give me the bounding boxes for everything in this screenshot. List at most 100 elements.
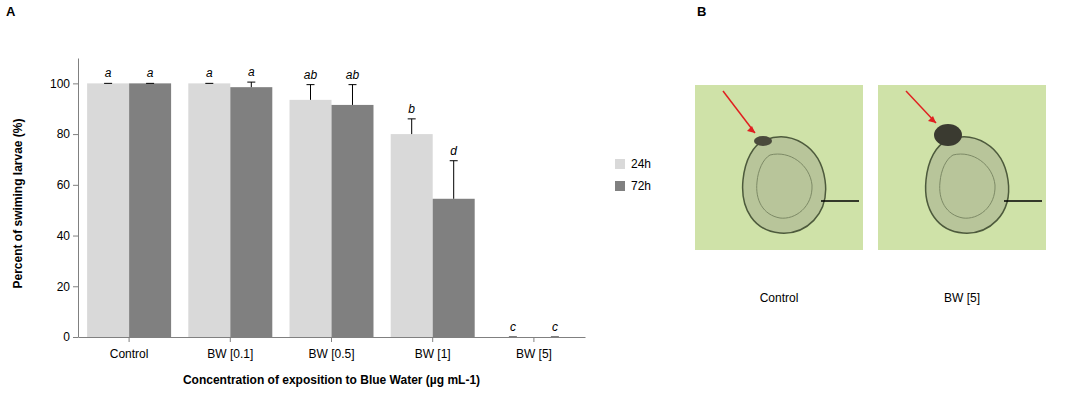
- legend-item: 24h: [615, 157, 651, 171]
- y-axis-line: [78, 59, 79, 338]
- micrograph-background: [695, 85, 863, 250]
- error-cap: [247, 82, 255, 83]
- y-tick-label: 20: [57, 280, 71, 294]
- error-cap: [509, 337, 517, 338]
- bar: [129, 83, 171, 337]
- panel-label: B: [697, 4, 706, 19]
- y-tick: 0: [63, 330, 78, 344]
- legend-label: 24h: [631, 157, 651, 171]
- significance-label: d: [450, 144, 457, 158]
- bar: [332, 105, 374, 337]
- x-axis: Control BW [0.1] BW [0.5] BW [1] BW [5]: [79, 337, 586, 361]
- x-tick-mark: [331, 337, 332, 342]
- larva-inner: [940, 154, 995, 218]
- micrograph: [878, 85, 1046, 250]
- bar: [492, 337, 534, 338]
- x-tick-label: BW [1]: [415, 347, 451, 361]
- significance-label: a: [147, 66, 154, 80]
- error-bar: [551, 337, 559, 338]
- x-tick: BW [0.1]: [207, 337, 253, 361]
- bar: [87, 83, 129, 337]
- error-bar: [104, 83, 112, 84]
- error-cap: [551, 337, 559, 338]
- legend-label: 72h: [631, 179, 651, 193]
- x-tick-label: Control: [110, 347, 149, 361]
- error-bars: [104, 82, 559, 337]
- arrow-head: [928, 116, 936, 123]
- significance-label: c: [510, 320, 516, 334]
- larva-inner: [757, 154, 812, 218]
- x-tick: Control: [110, 337, 149, 361]
- bar: [433, 199, 475, 337]
- x-tick-label: BW [0.5]: [308, 347, 354, 361]
- x-tick-mark: [533, 337, 534, 342]
- y-tick-mark: [73, 236, 78, 237]
- error-stem: [310, 85, 311, 100]
- x-tick: BW [1]: [415, 337, 451, 361]
- bar: [290, 100, 332, 337]
- figure: Aaaabbcaaabdc020406080100ControlBW [0.1]…: [0, 0, 1083, 398]
- error-bar: [408, 119, 416, 134]
- error-stem: [453, 161, 454, 199]
- legend: 24h 72h: [615, 157, 651, 193]
- micrograph-background: [878, 85, 1046, 250]
- larva-cilia: [934, 124, 962, 146]
- y-tick-label: 40: [57, 229, 71, 243]
- significance-label: a: [206, 66, 213, 80]
- significance-label: ab: [304, 68, 318, 82]
- y-tick: 60: [57, 178, 78, 192]
- error-cap: [104, 83, 112, 84]
- x-tick-mark: [230, 337, 231, 342]
- error-stem: [251, 82, 252, 87]
- significance-labels: a a ab b c a a ab d c: [105, 65, 558, 334]
- y-tick-label: 100: [50, 77, 70, 91]
- y-tick-mark: [73, 286, 78, 287]
- error-stem: [352, 85, 353, 105]
- larva-shell: [743, 137, 826, 233]
- y-tick: 20: [57, 280, 78, 294]
- error-bar: [247, 82, 255, 87]
- x-tick-label: BW [0.1]: [207, 347, 253, 361]
- y-axis-title: Percent of swiming larvae (%): [11, 118, 25, 288]
- error-cap: [450, 160, 458, 161]
- error-bar: [450, 161, 458, 199]
- y-tick-mark: [73, 337, 78, 338]
- legend-swatch: [615, 181, 625, 191]
- error-cap: [348, 84, 356, 85]
- bar: [188, 83, 230, 337]
- x-tick-label: BW [5]: [516, 347, 552, 361]
- arrow: [723, 91, 755, 133]
- error-cap: [307, 84, 315, 85]
- bars: [87, 83, 475, 337]
- significance-label: a: [105, 66, 112, 80]
- y-tick-mark: [73, 83, 78, 84]
- scale-bar: [1004, 200, 1042, 202]
- significance-label: ab: [346, 68, 360, 82]
- micrograph: [695, 85, 863, 250]
- larva-cilia: [754, 136, 772, 146]
- y-axis: 0 20 40 60 80 100: [50, 59, 79, 345]
- error-cap: [146, 83, 154, 84]
- x-axis-title: Concentration of exposition to Blue Wate…: [183, 373, 480, 387]
- scale-bar: [821, 200, 859, 202]
- y-tick: 40: [57, 229, 78, 243]
- x-tick-mark: [432, 337, 433, 342]
- significance-label: b: [408, 102, 415, 116]
- x-tick: BW [5]: [516, 337, 552, 361]
- arrow: [906, 91, 936, 123]
- y-tick-mark: [73, 185, 78, 186]
- legend-swatch: [615, 159, 625, 169]
- y-tick-label: 60: [57, 178, 71, 192]
- error-stem: [411, 119, 412, 134]
- x-tick-mark: [129, 337, 130, 342]
- larva-shell: [926, 137, 1009, 233]
- micrograph-caption: Control: [760, 291, 799, 305]
- y-tick-label: 0: [63, 330, 70, 344]
- error-bar: [205, 83, 213, 84]
- bar: [534, 337, 576, 338]
- bar: [230, 87, 272, 337]
- arrow-head: [747, 126, 755, 133]
- significance-label: a: [248, 65, 255, 79]
- significance-label: c: [552, 320, 558, 334]
- y-tick: 80: [57, 127, 78, 141]
